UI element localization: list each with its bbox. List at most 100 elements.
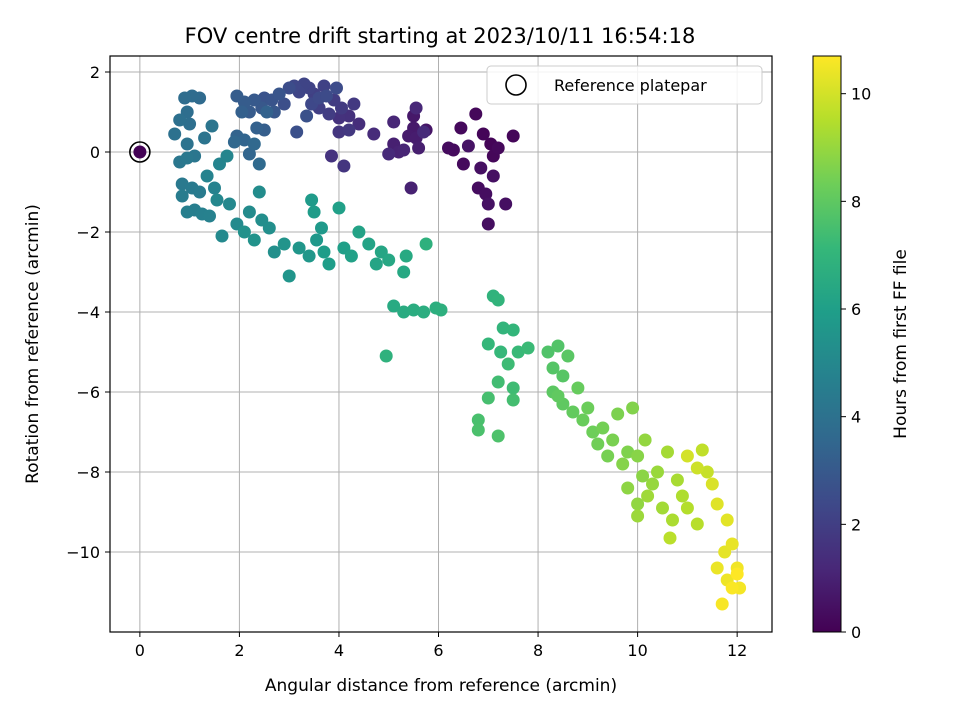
colorbar-tick-label: 8 bbox=[851, 192, 861, 211]
data-point bbox=[606, 433, 620, 447]
data-point bbox=[566, 405, 580, 419]
data-point bbox=[407, 303, 421, 317]
chart-title: FOV centre drift starting at 2023/10/11 … bbox=[185, 24, 696, 48]
data-point bbox=[183, 117, 197, 131]
scatter-points bbox=[129, 77, 747, 611]
data-point bbox=[591, 437, 605, 451]
data-point bbox=[262, 221, 276, 235]
data-point bbox=[690, 461, 704, 475]
data-point bbox=[631, 497, 645, 511]
data-point bbox=[491, 293, 505, 307]
y-axis-label: Rotation from reference (arcmin) bbox=[23, 204, 43, 484]
data-point bbox=[215, 229, 229, 243]
data-point bbox=[387, 115, 401, 129]
data-point bbox=[220, 149, 234, 163]
data-point bbox=[300, 109, 314, 123]
y-tick-label: −8 bbox=[76, 463, 100, 482]
data-point bbox=[277, 237, 291, 251]
data-point bbox=[210, 193, 224, 207]
data-point bbox=[175, 177, 189, 191]
x-tick-label: 8 bbox=[533, 641, 543, 660]
data-point bbox=[320, 89, 333, 103]
data-point bbox=[173, 113, 187, 127]
data-point bbox=[397, 265, 411, 279]
y-tick-label: 2 bbox=[90, 63, 100, 82]
data-point bbox=[596, 421, 610, 435]
data-point bbox=[442, 141, 455, 155]
y-tick-label: −10 bbox=[66, 543, 100, 562]
data-point bbox=[247, 137, 261, 151]
data-point bbox=[670, 473, 684, 487]
data-point bbox=[481, 197, 495, 211]
data-point bbox=[292, 241, 306, 255]
legend: Reference platepar bbox=[486, 65, 763, 105]
data-point bbox=[344, 249, 358, 263]
data-point bbox=[178, 91, 192, 105]
data-point bbox=[310, 233, 324, 247]
data-point bbox=[469, 107, 483, 121]
data-point bbox=[586, 425, 600, 439]
data-point bbox=[680, 449, 694, 463]
data-point bbox=[481, 391, 495, 405]
data-point bbox=[252, 157, 266, 171]
data-point bbox=[272, 87, 286, 101]
data-point bbox=[175, 189, 189, 203]
data-point bbox=[710, 497, 724, 511]
data-point bbox=[551, 389, 565, 403]
data-point bbox=[382, 147, 396, 161]
data-point bbox=[551, 339, 565, 353]
data-point bbox=[322, 107, 336, 121]
data-point bbox=[663, 531, 677, 545]
data-point bbox=[250, 121, 264, 135]
x-axis-label: Angular distance from reference (arcmin) bbox=[265, 676, 617, 696]
data-point bbox=[476, 127, 490, 141]
data-point bbox=[282, 81, 296, 95]
legend-entry-reference: Reference platepar bbox=[554, 76, 707, 95]
data-point bbox=[208, 181, 221, 195]
data-point bbox=[305, 193, 319, 207]
data-point bbox=[302, 249, 316, 263]
data-point bbox=[621, 481, 635, 495]
data-point bbox=[397, 305, 411, 319]
data-point bbox=[471, 413, 485, 427]
data-point bbox=[471, 423, 485, 437]
y-tick-label: −6 bbox=[76, 383, 100, 402]
data-point bbox=[203, 209, 216, 223]
data-point bbox=[404, 181, 418, 195]
data-point bbox=[710, 561, 724, 575]
colorbar-tick-label: 10 bbox=[851, 85, 871, 104]
data-point bbox=[168, 127, 182, 141]
data-point bbox=[481, 217, 495, 231]
data-point bbox=[200, 169, 214, 183]
data-point bbox=[332, 125, 346, 139]
data-point bbox=[397, 143, 411, 157]
x-tick-label: 0 bbox=[135, 641, 145, 660]
data-point bbox=[180, 205, 194, 219]
data-point bbox=[454, 121, 468, 135]
data-point bbox=[576, 413, 590, 427]
data-point bbox=[491, 429, 505, 443]
data-point bbox=[419, 237, 433, 251]
data-point bbox=[541, 345, 555, 359]
data-point bbox=[700, 465, 714, 479]
data-point bbox=[235, 105, 249, 119]
data-point bbox=[616, 457, 630, 471]
data-point bbox=[290, 125, 304, 139]
data-point bbox=[611, 407, 625, 421]
data-point bbox=[332, 111, 346, 125]
y-tick-label: −4 bbox=[76, 303, 100, 322]
data-point bbox=[325, 149, 338, 163]
colorbar-tick-label: 2 bbox=[851, 515, 861, 534]
data-point bbox=[496, 321, 510, 335]
data-point bbox=[641, 489, 655, 503]
data-point bbox=[646, 477, 659, 491]
legend-reference-marker bbox=[505, 74, 527, 96]
y-axis-ticks: 2 0 −2 −4 −6 −8 −10 bbox=[66, 63, 110, 562]
colorbar-tick-label: 6 bbox=[851, 300, 861, 319]
x-tick-label: 2 bbox=[234, 641, 244, 660]
data-point bbox=[720, 513, 734, 527]
data-point bbox=[230, 89, 244, 103]
data-point bbox=[260, 105, 274, 119]
data-point bbox=[307, 205, 321, 219]
data-point bbox=[317, 79, 331, 93]
